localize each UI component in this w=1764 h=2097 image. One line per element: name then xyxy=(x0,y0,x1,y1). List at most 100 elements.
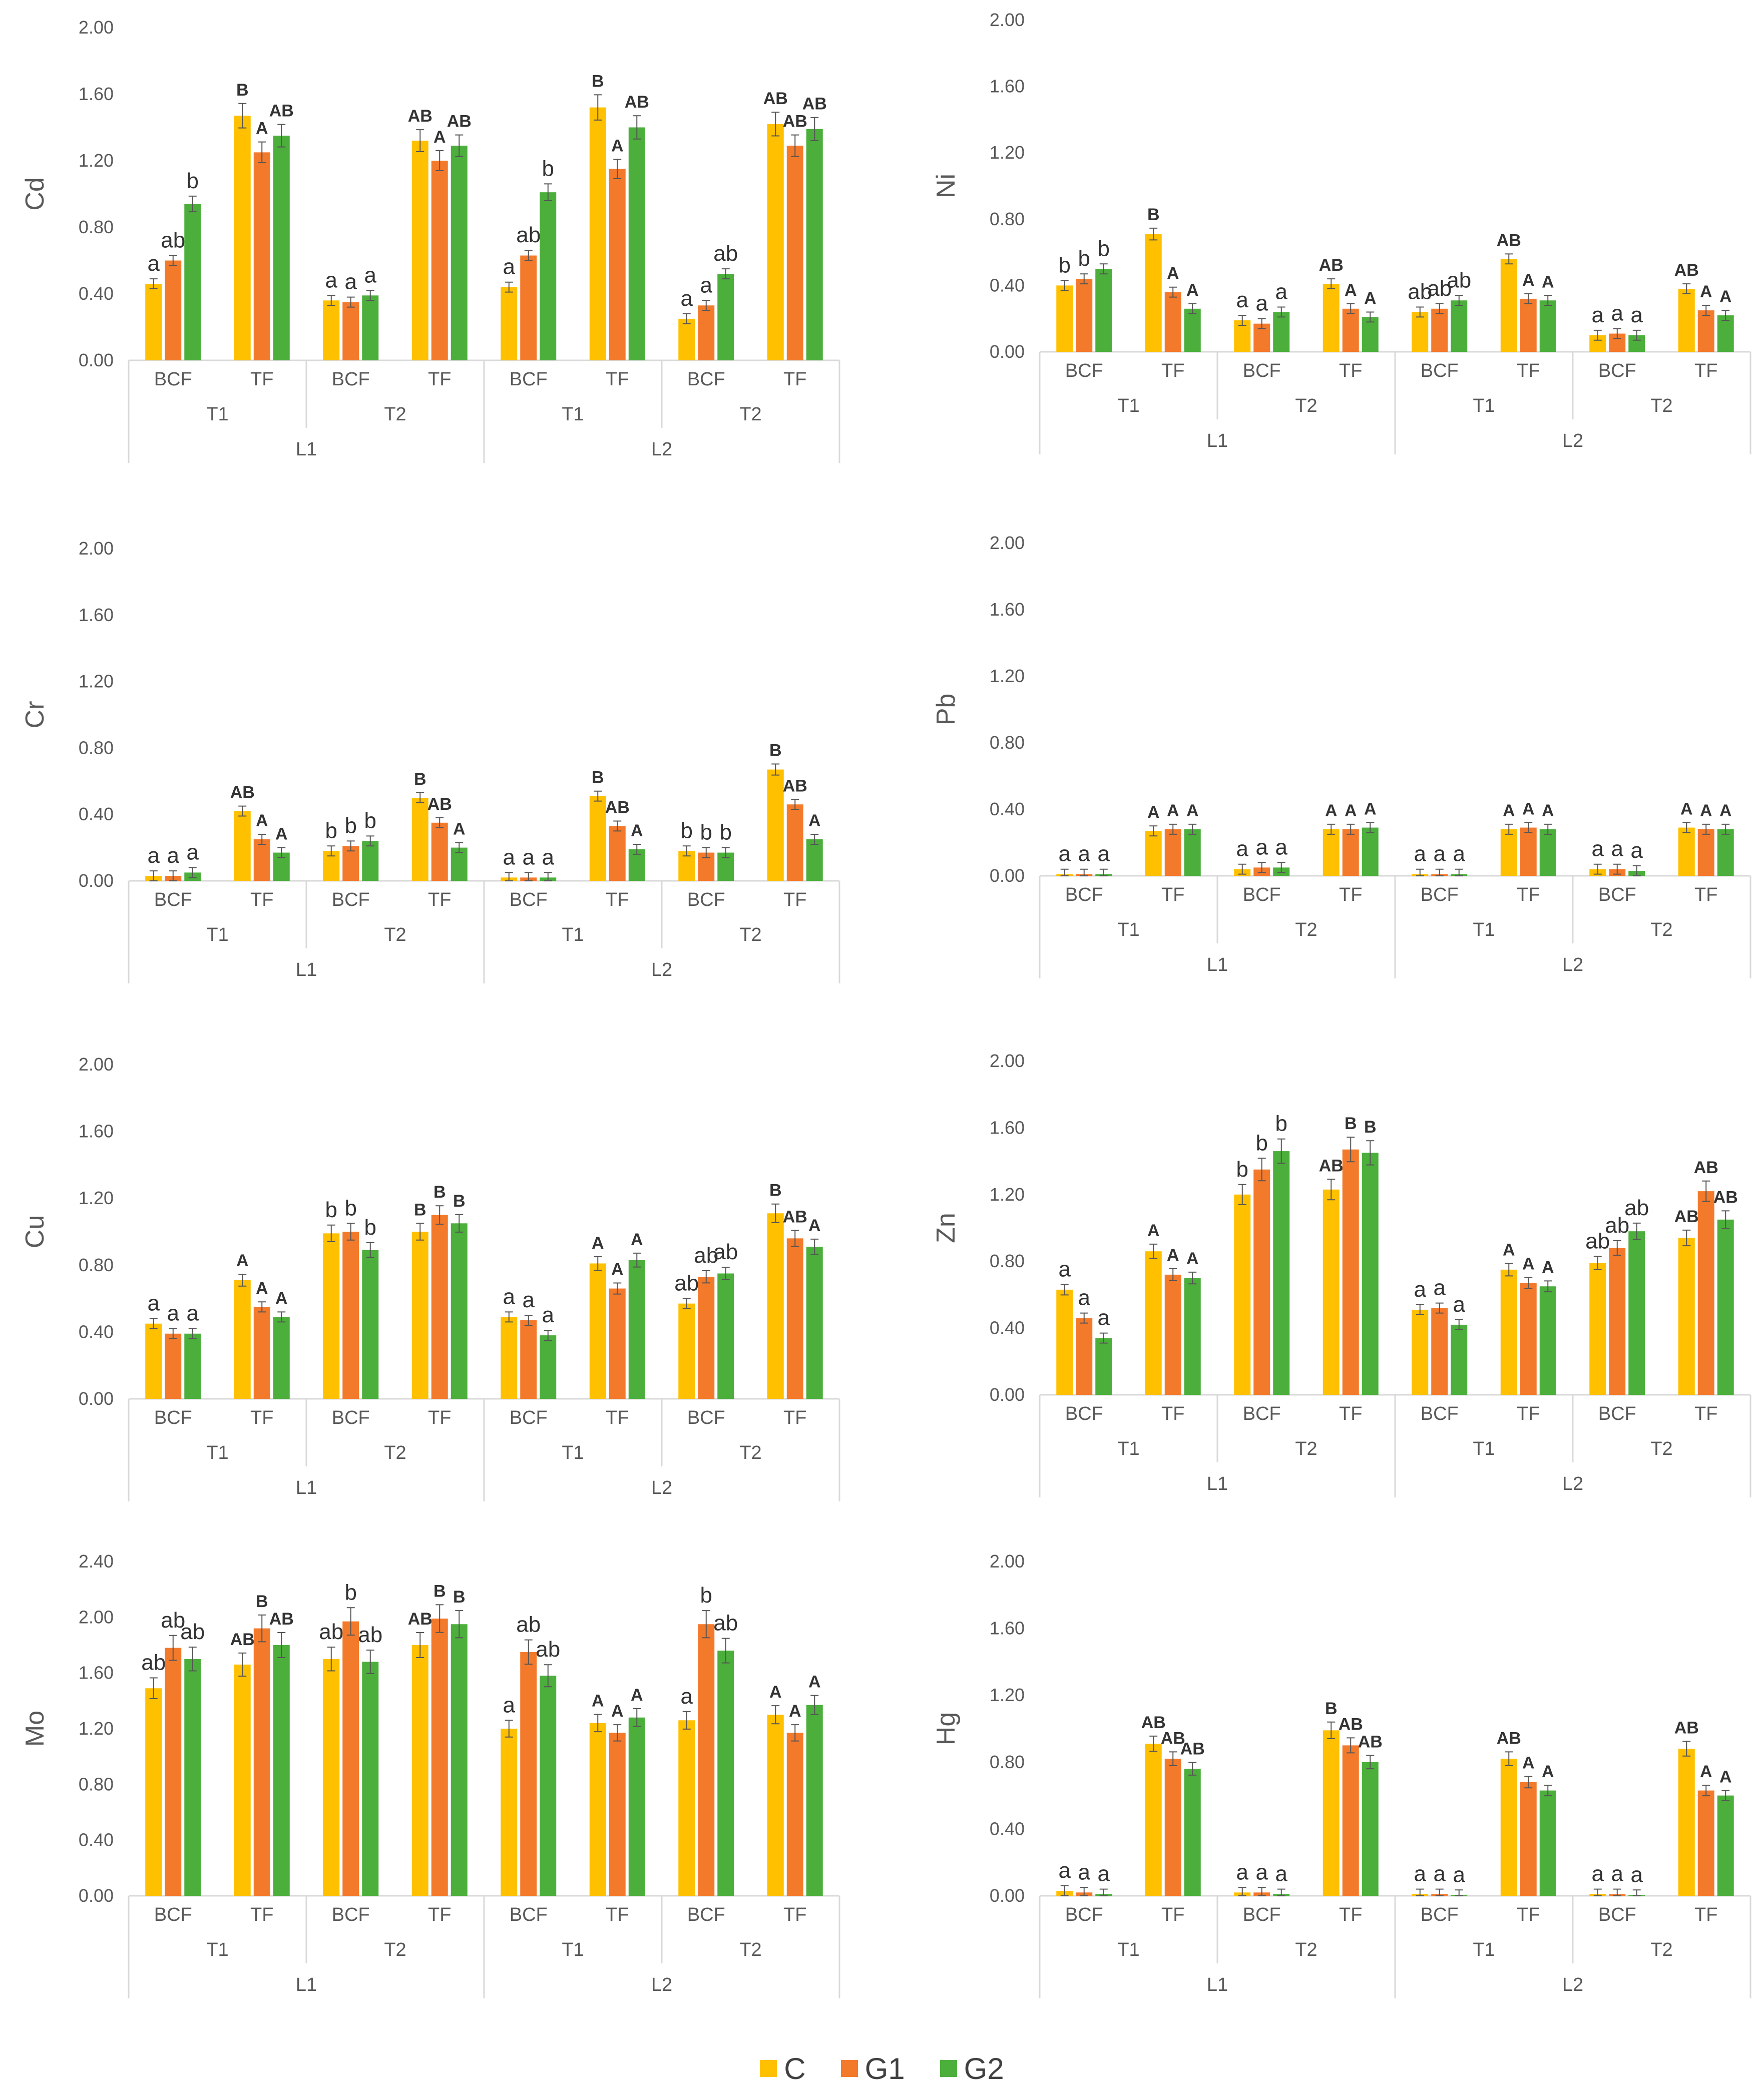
x-category-label: BCF xyxy=(510,1904,548,1925)
significance-letter: a xyxy=(1275,279,1288,304)
bar-c xyxy=(1145,1744,1162,1896)
significance-letter: A xyxy=(611,137,624,156)
significance-letter: A xyxy=(611,1702,624,1721)
x-level-label: L1 xyxy=(1207,954,1228,975)
significance-letter: a xyxy=(1078,842,1091,866)
x-category-label: BCF xyxy=(154,369,192,390)
x-group-label: T2 xyxy=(1650,395,1672,416)
x-group-label: T1 xyxy=(1117,919,1139,940)
y-tick-label: 0.00 xyxy=(79,870,114,891)
x-group-label: T1 xyxy=(1473,1438,1495,1459)
chart-panel-zn: 0.00 0.40 0.80 1.20 1.60 2.00 Zn BCF TF BCF TF BCF T… xyxy=(932,1051,1751,1497)
significance-letter: a xyxy=(700,273,713,297)
bar-g2 xyxy=(1628,1231,1645,1395)
y-tick-label: 0.80 xyxy=(79,217,114,237)
significance-letter: A xyxy=(1719,801,1732,820)
significance-letter: a xyxy=(148,843,160,868)
significance-letter: a xyxy=(1059,842,1071,866)
x-level-label: L2 xyxy=(1562,1974,1583,1995)
bar-c xyxy=(589,1263,606,1399)
significance-letter: b xyxy=(681,818,693,843)
significance-letter: B xyxy=(769,1181,782,1200)
x-category-label: BCF xyxy=(1421,360,1459,381)
significance-letter: ab xyxy=(516,1613,541,1637)
y-tick-label: 1.20 xyxy=(79,1718,114,1739)
bar-g2 xyxy=(451,1624,468,1896)
bar-g2 xyxy=(451,847,468,881)
significance-letter: ab xyxy=(358,1623,382,1647)
x-category-label: BCF xyxy=(154,889,192,910)
x-group-label: T1 xyxy=(562,924,584,945)
x-category-label: BCF xyxy=(1243,360,1281,381)
significance-letter: AB xyxy=(447,112,472,131)
significance-letter: AB xyxy=(230,783,255,802)
x-category-label: TF xyxy=(250,889,273,910)
bar-c xyxy=(1322,1189,1340,1395)
bar-g2 xyxy=(1451,300,1468,352)
bar-c xyxy=(234,1664,251,1896)
x-category-label: BCF xyxy=(1598,1904,1636,1925)
bar-g2 xyxy=(717,1651,734,1896)
x-category-label: BCF xyxy=(510,369,548,390)
x-category-label: TF xyxy=(1694,360,1717,381)
x-category-label: TF xyxy=(428,369,451,390)
x-category-label: TF xyxy=(1161,1904,1184,1925)
y-tick-label: 0.80 xyxy=(79,1255,114,1275)
significance-letter: a xyxy=(1592,837,1604,861)
bar-g1 xyxy=(253,1628,270,1896)
significance-letter: b xyxy=(1275,1112,1287,1136)
bar-c xyxy=(411,1645,428,1896)
significance-letter: A xyxy=(808,1216,821,1235)
significance-letter: B xyxy=(453,1588,466,1607)
bar-g1 xyxy=(698,305,715,360)
significance-letter: AB xyxy=(1339,1715,1363,1734)
y-tick-label: 1.60 xyxy=(990,599,1025,620)
bar-g2 xyxy=(273,1317,290,1399)
bar-g1 xyxy=(431,1215,448,1399)
significance-letter: A xyxy=(1542,272,1554,291)
significance-letter: A xyxy=(275,1289,288,1308)
bar-g2 xyxy=(1717,1795,1734,1896)
significance-letter: a xyxy=(187,1301,199,1326)
bar-g1 xyxy=(1520,827,1537,876)
significance-letter: a xyxy=(1414,842,1427,866)
x-category-label: BCF xyxy=(1243,884,1281,905)
y-tick-label: 0.00 xyxy=(990,341,1025,362)
y-axis-title: Cd xyxy=(21,177,50,210)
significance-letter: A xyxy=(1542,1258,1554,1277)
bar-c xyxy=(411,141,428,360)
significance-letter: ab xyxy=(1624,1196,1649,1220)
bar-c xyxy=(589,107,606,360)
significance-letter: ab xyxy=(536,1637,560,1662)
bar-g1 xyxy=(1342,308,1359,352)
x-category-label: BCF xyxy=(510,1407,548,1428)
y-tick-label: 0.00 xyxy=(79,350,114,370)
significance-letter: AB xyxy=(1319,256,1344,275)
significance-letter: AB xyxy=(1319,1156,1344,1175)
significance-letter: ab xyxy=(319,1620,343,1644)
x-level-label: L1 xyxy=(296,1974,317,1995)
bar-g1 xyxy=(520,1320,537,1399)
y-tick-label: 0.80 xyxy=(990,732,1025,753)
x-category-label: BCF xyxy=(1421,1403,1459,1424)
x-category-label: BCF xyxy=(687,889,725,910)
bar-g2 xyxy=(273,136,290,360)
bar-g2 xyxy=(273,1645,290,1896)
x-level-label: L2 xyxy=(1562,430,1583,451)
bar-g1 xyxy=(1697,1191,1714,1395)
bar-g2 xyxy=(1184,1278,1201,1395)
significance-letter: b xyxy=(1098,236,1110,261)
significance-letter: A xyxy=(1167,1246,1179,1265)
x-category-label: BCF xyxy=(1065,1403,1103,1424)
bar-g2 xyxy=(1095,1338,1112,1395)
bar-c xyxy=(501,287,518,360)
significance-letter: a xyxy=(1098,1862,1110,1886)
bar-g1 xyxy=(1164,1274,1181,1395)
significance-letter: a xyxy=(325,268,338,292)
bar-g2 xyxy=(1717,829,1734,876)
bar-g1 xyxy=(431,161,448,360)
bar-g2 xyxy=(806,1705,823,1896)
significance-letter: a xyxy=(1275,835,1288,859)
bar-g1 xyxy=(1520,1782,1537,1896)
bar-c xyxy=(1322,1730,1340,1896)
